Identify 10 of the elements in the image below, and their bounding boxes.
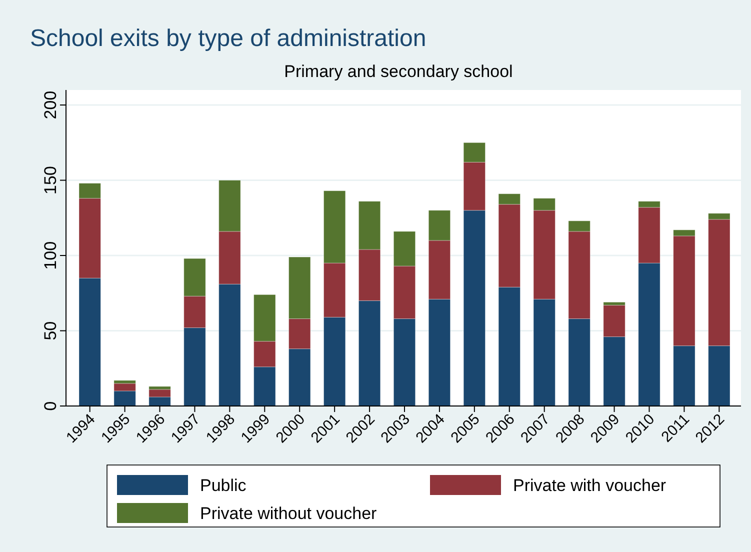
y-tick-label: 50 xyxy=(41,321,60,340)
legend-label: Private with voucher xyxy=(513,476,666,495)
legend-label: Private without voucher xyxy=(200,504,378,523)
legend-label: Public xyxy=(200,476,247,495)
y-tick-label: 150 xyxy=(41,166,60,194)
chart-title: School exits by type of administration xyxy=(30,25,426,52)
y-tick-label: 200 xyxy=(41,90,60,120)
y-tick-label: 0 xyxy=(41,401,60,411)
y-tick-label: 100 xyxy=(41,241,60,270)
chart-subtitle: Primary and secondary school xyxy=(284,62,513,81)
